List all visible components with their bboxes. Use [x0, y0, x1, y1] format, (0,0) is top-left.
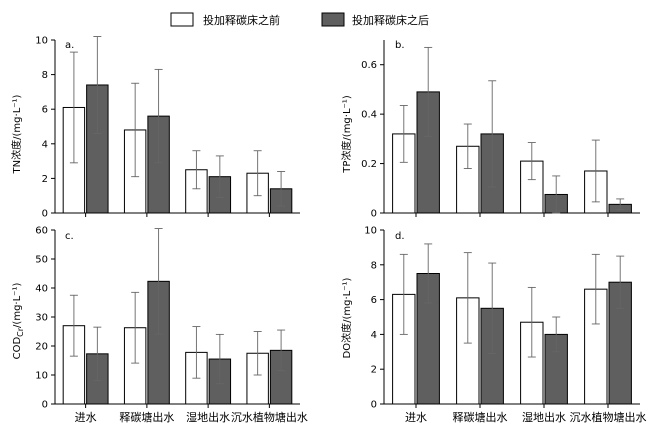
panel-b-plot: 0 0.2 0.4 0.6 — [361, 40, 640, 220]
panel-b: b. TP浓度/(mg·L⁻¹) — [340, 40, 405, 174]
x-category-label: 湿地出水 — [186, 410, 230, 424]
panel-c-tag: c. — [65, 231, 74, 242]
y-tick-label: 0.6 — [361, 60, 377, 71]
y-tick-label: 2 — [42, 174, 48, 185]
y-tick-label: 6 — [371, 295, 377, 306]
y-tick-label: 0 — [42, 400, 48, 411]
y-tick-label: 10 — [35, 36, 48, 47]
legend-label-before: 投加释碳床之前 — [203, 13, 280, 27]
y-tick-label: 6 — [42, 105, 48, 116]
panel-c: c. CODCr/(mg·L⁻¹) — [12, 231, 74, 359]
panel-d: d. DO浓度/(mg·L⁻¹) — [340, 231, 405, 358]
legend: 投加释碳床之前 投加释碳床之后 — [170, 12, 429, 27]
x-category-label: 沉水植物塘出水 — [570, 410, 647, 424]
y-tick-label: 0 — [42, 209, 48, 220]
panel-b-tag: b. — [395, 40, 405, 51]
y-tick-label: 0.2 — [361, 159, 377, 170]
y-tick-label: 40 — [35, 284, 48, 295]
panel-a: a. TN浓度/(mg·L⁻¹) — [10, 40, 74, 174]
panel-c-ylabel: CODCr/(mg·L⁻¹) — [12, 283, 25, 360]
y-tick-label: 8 — [42, 70, 48, 81]
panel-d-plot: 0 2 4 6 8 10 进水 释碳塘出水 湿地出水 沉水植物塘出水 — [364, 226, 646, 425]
y-tick-label: 50 — [35, 255, 48, 266]
x-category-label: 释碳塘出水 — [119, 410, 174, 424]
x-category-label: 进水 — [75, 411, 97, 424]
y-tick-label: 60 — [35, 226, 48, 237]
x-category-label: 湿地出水 — [522, 410, 566, 424]
y-tick-label: 0.4 — [361, 110, 377, 121]
panel-a-tag: a. — [65, 40, 74, 51]
y-tick-label: 0 — [371, 209, 377, 220]
y-tick-label: 0 — [371, 400, 377, 411]
panel-c-plot: 0 10 20 30 40 50 60 进水 释碳塘出水 湿地出水 沉水植物塘出水 — [35, 226, 308, 425]
x-category-label: 沉水植物塘出水 — [231, 410, 308, 424]
y-tick-label: 20 — [35, 342, 48, 353]
legend-label-after: 投加释碳床之后 — [352, 13, 429, 27]
panel-a-plot: 0 2 4 6 8 10 — [35, 36, 300, 220]
x-category-label: 释碳塘出水 — [453, 410, 508, 424]
legend-swatch-before — [170, 12, 194, 27]
legend-swatch-after — [321, 12, 345, 27]
y-tick-label: 30 — [35, 313, 48, 324]
panel-d-tag: d. — [395, 231, 405, 242]
y-tick-label: 10 — [364, 226, 377, 237]
y-tick-label: 2 — [371, 365, 377, 376]
panel-a-ylabel: TN浓度/(mg·L⁻¹) — [10, 94, 23, 174]
y-tick-label: 8 — [371, 260, 377, 271]
x-category-label: 进水 — [405, 411, 427, 424]
y-tick-label: 4 — [371, 330, 377, 341]
y-tick-label: 4 — [42, 139, 48, 150]
panel-b-ylabel: TP浓度/(mg·L⁻¹) — [340, 95, 353, 174]
y-tick-label: 10 — [35, 371, 48, 382]
panel-d-ylabel: DO浓度/(mg·L⁻¹) — [340, 277, 353, 358]
